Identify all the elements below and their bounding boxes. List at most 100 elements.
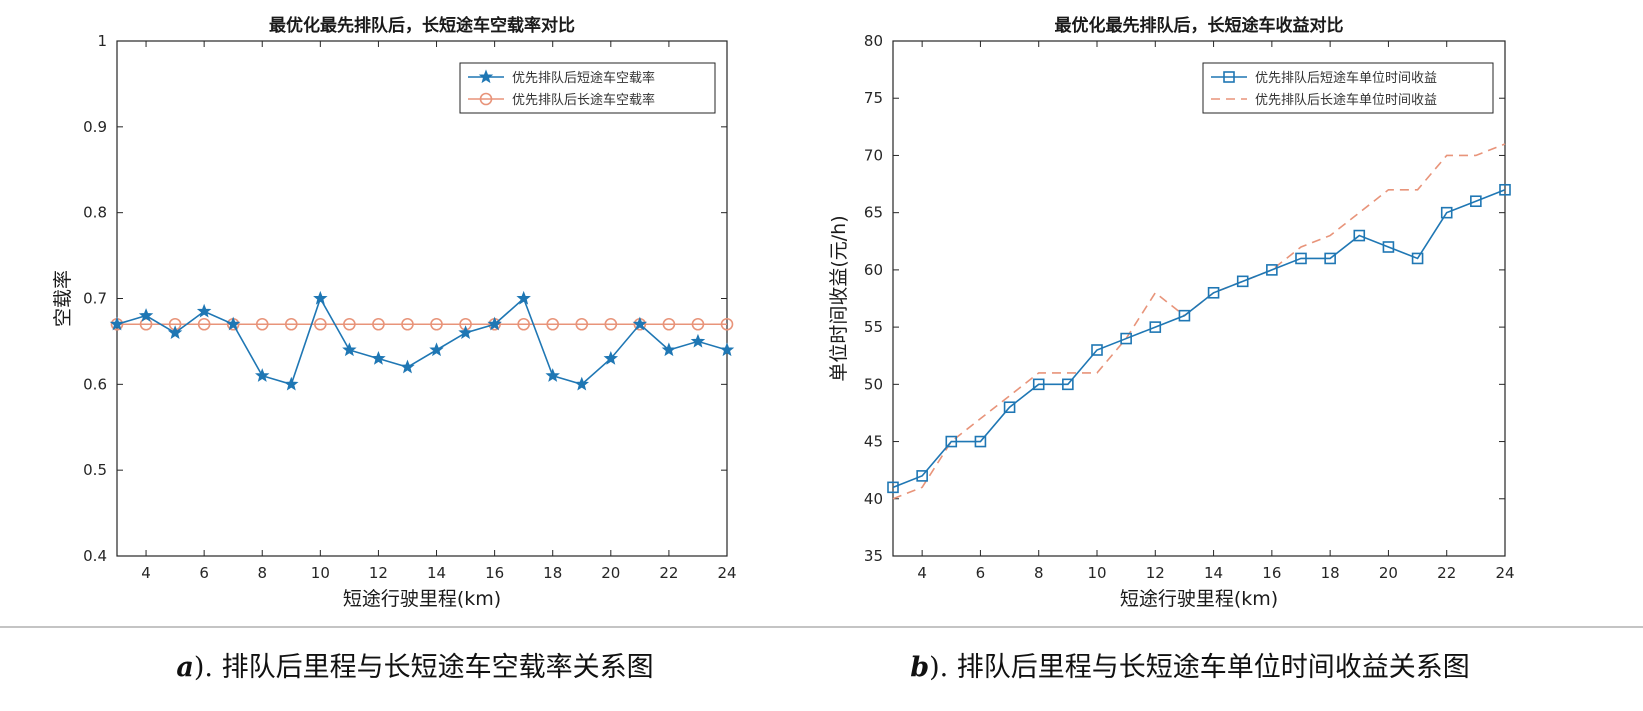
caption-a-text: ). 排队后里程与长短途车空载率关系图 bbox=[194, 652, 654, 683]
data-point bbox=[314, 317, 327, 331]
data-point bbox=[1440, 206, 1453, 219]
x-tick-label: 8 bbox=[1034, 564, 1044, 582]
data-point bbox=[887, 481, 899, 494]
caption-b-text: ). 排队后里程与长短途车单位时间收益关系图 bbox=[929, 652, 1470, 683]
x-tick-label: 8 bbox=[257, 564, 267, 582]
x-tick-label: 10 bbox=[1087, 564, 1106, 582]
data-point bbox=[662, 317, 676, 331]
caption-b-letter: b bbox=[910, 652, 929, 683]
data-point bbox=[1382, 241, 1395, 253]
data-point bbox=[516, 290, 531, 305]
data-point bbox=[719, 342, 735, 357]
data-point bbox=[604, 317, 618, 331]
x-axis-label: 短途行驶里程(km) bbox=[343, 588, 501, 610]
x-axis-label: 短途行驶里程(km) bbox=[1120, 588, 1278, 610]
data-point bbox=[400, 359, 415, 374]
data-point bbox=[1003, 401, 1016, 414]
plot-area bbox=[892, 40, 1506, 557]
data-point bbox=[372, 317, 385, 331]
data-point bbox=[1353, 229, 1366, 242]
data-point bbox=[167, 325, 183, 339]
y-axis-label: 空载率 bbox=[52, 270, 74, 327]
data-point bbox=[690, 333, 706, 348]
y-tick-label: 80 bbox=[864, 32, 883, 50]
y-tick-label: 45 bbox=[864, 433, 883, 451]
data-point bbox=[1149, 321, 1162, 333]
y-axis-label: 单位时间收益(元/h) bbox=[828, 215, 850, 381]
series-1 bbox=[887, 183, 1511, 494]
data-point bbox=[197, 317, 211, 331]
y-tick-label: 1 bbox=[97, 32, 107, 50]
data-point bbox=[255, 317, 269, 331]
y-tick-label: 50 bbox=[864, 375, 883, 393]
data-point bbox=[1120, 332, 1132, 345]
x-tick-label: 20 bbox=[1379, 564, 1398, 582]
data-point bbox=[1091, 344, 1103, 356]
y-tick-label: 0.6 bbox=[83, 375, 107, 393]
data-point bbox=[1032, 378, 1045, 391]
x-tick-label: 16 bbox=[1262, 564, 1281, 582]
caption-b: b). 排队后里程与长短途车单位时间收益关系图 bbox=[910, 652, 1470, 683]
legend-box bbox=[1202, 62, 1494, 114]
data-point bbox=[284, 317, 298, 331]
data-point bbox=[342, 342, 357, 357]
x-tick-label: 10 bbox=[311, 564, 330, 582]
x-tick-label: 14 bbox=[427, 564, 446, 582]
y-tick-label: 65 bbox=[864, 204, 883, 222]
caption-a-letter: a bbox=[176, 652, 194, 683]
data-point bbox=[255, 368, 270, 382]
x-tick-label: 6 bbox=[976, 564, 986, 582]
data-point bbox=[1470, 195, 1482, 208]
data-point bbox=[1062, 378, 1074, 391]
data-point bbox=[574, 376, 589, 391]
data-point bbox=[430, 317, 443, 331]
legend-label: 优先排队后长途车空载率 bbox=[512, 92, 655, 108]
y-tick-label: 0.8 bbox=[83, 204, 107, 222]
y-tick-label: 0.9 bbox=[83, 118, 107, 136]
data-point bbox=[720, 317, 734, 331]
data-point bbox=[1178, 309, 1191, 322]
chart-title: 最优化最先排队后，长短途车空载率对比 bbox=[269, 15, 575, 36]
data-point bbox=[632, 316, 648, 331]
data-point bbox=[109, 316, 125, 331]
x-tick-label: 4 bbox=[141, 564, 151, 582]
data-point bbox=[545, 368, 560, 382]
data-point bbox=[1295, 252, 1307, 265]
series-line bbox=[116, 296, 728, 386]
plot-area bbox=[116, 40, 728, 557]
caption-a: a). 排队后里程与长短途车空载率关系图 bbox=[176, 652, 653, 683]
x-tick-label: 22 bbox=[1437, 564, 1456, 582]
data-point bbox=[661, 342, 677, 357]
data-point bbox=[371, 350, 386, 365]
y-tick-label: 60 bbox=[864, 261, 883, 279]
y-tick-label: 70 bbox=[864, 146, 883, 164]
data-point bbox=[196, 303, 212, 318]
data-point bbox=[343, 317, 356, 331]
legend-marker bbox=[478, 69, 494, 84]
x-tick-label: 16 bbox=[485, 564, 504, 582]
y-tick-label: 55 bbox=[864, 318, 883, 336]
data-point bbox=[429, 342, 444, 357]
data-point bbox=[945, 435, 958, 448]
x-tick-label: 18 bbox=[1321, 564, 1340, 582]
data-point bbox=[1207, 286, 1220, 299]
data-point bbox=[225, 316, 241, 331]
data-point bbox=[138, 308, 154, 322]
legend-marker bbox=[1223, 71, 1235, 83]
data-point bbox=[575, 317, 589, 331]
y-tick-label: 0.4 bbox=[83, 547, 107, 565]
y-tick-label: 75 bbox=[864, 89, 883, 107]
x-tick-label: 24 bbox=[1495, 564, 1514, 582]
data-point bbox=[691, 317, 705, 331]
data-point bbox=[546, 317, 560, 331]
y-tick-label: 40 bbox=[864, 490, 883, 508]
series-1 bbox=[109, 290, 735, 391]
x-tick-label: 18 bbox=[543, 564, 562, 582]
legend-label: 优先排队后长途车单位时间收益 bbox=[1255, 92, 1437, 108]
data-point bbox=[916, 470, 928, 482]
x-tick-label: 12 bbox=[369, 564, 388, 582]
chart-b: 4 6 8 10 12 14 16 18 20 22 24 35 40 45 50 55 60 65 70 75 80 最… bbox=[828, 15, 1515, 610]
data-point bbox=[487, 316, 502, 331]
